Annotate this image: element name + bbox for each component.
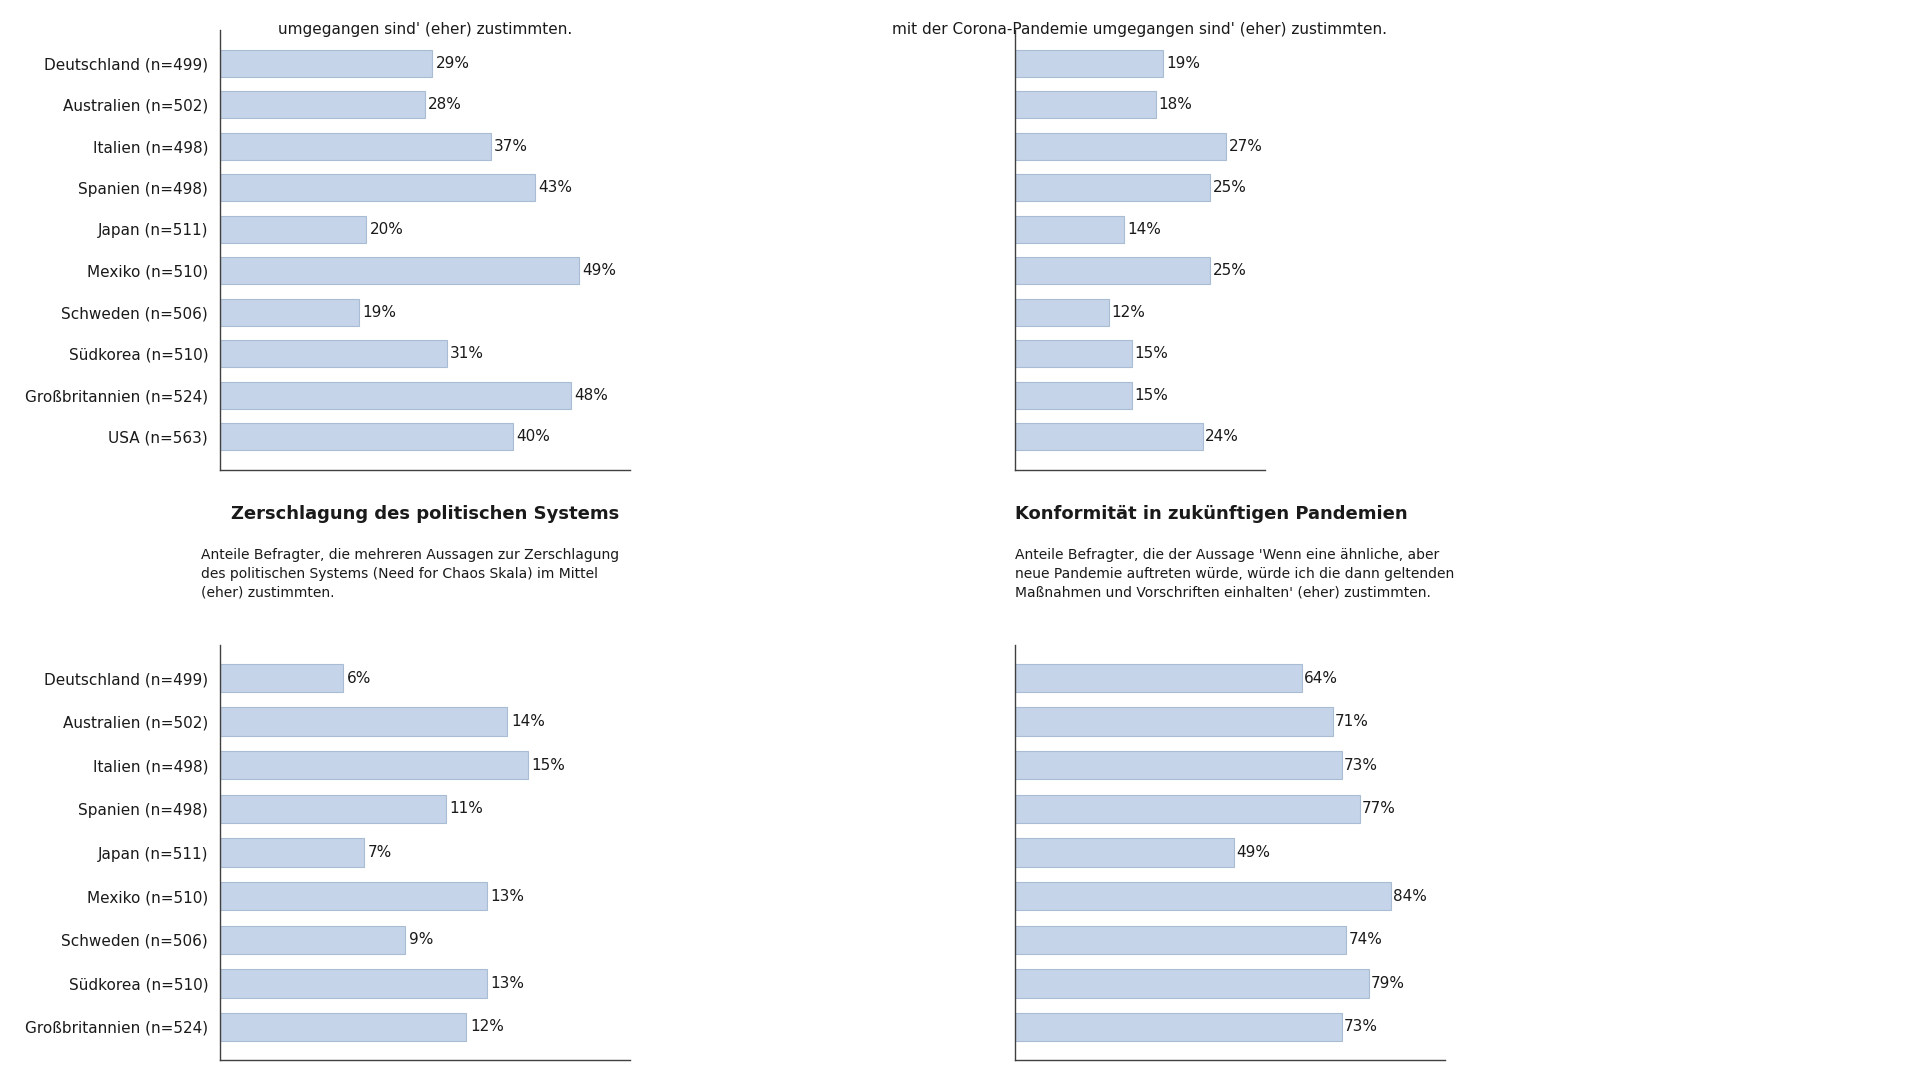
Text: 7%: 7% [367,845,392,860]
Bar [1016,133,1227,160]
Text: 6%: 6% [348,671,371,686]
Bar [221,882,486,910]
Bar [221,174,536,201]
Bar [221,926,405,954]
Text: Anteile Befragter, die der Aussage 'Wenn eine ähnliche, aber: Anteile Befragter, die der Aussage 'Wenn… [1016,548,1440,562]
Text: 40%: 40% [516,429,549,444]
Text: Maßnahmen und Vorschriften einhalten' (eher) zustimmten.: Maßnahmen und Vorschriften einhalten' (e… [1016,586,1430,600]
Text: 14%: 14% [511,714,545,729]
Text: Konformität in zukünftigen Pandemien: Konformität in zukünftigen Pandemien [1016,505,1407,523]
Bar [1016,707,1332,735]
Text: 79%: 79% [1371,976,1405,990]
Bar [1016,969,1369,998]
Text: 19%: 19% [363,305,396,320]
Bar [1016,423,1202,450]
Bar [1016,381,1133,408]
Text: mit der Corona-Pandemie umgegangen sind' (eher) zustimmten.: mit der Corona-Pandemie umgegangen sind'… [893,22,1388,37]
Bar [221,299,359,326]
Text: 28%: 28% [428,97,463,112]
Bar [1016,92,1156,119]
Text: neue Pandemie auftreten würde, würde ich die dann geltenden: neue Pandemie auftreten würde, würde ich… [1016,567,1453,581]
Text: 13%: 13% [492,889,524,904]
Text: 48%: 48% [574,388,609,403]
Text: 19%: 19% [1165,56,1200,71]
Text: 12%: 12% [470,1020,503,1035]
Bar [1016,795,1359,823]
Text: 49%: 49% [582,264,616,279]
Bar [1016,50,1164,77]
Text: 27%: 27% [1229,139,1261,153]
Text: 37%: 37% [493,139,528,153]
Text: 84%: 84% [1394,889,1427,904]
Text: 73%: 73% [1344,758,1379,773]
Text: 15%: 15% [1135,388,1169,403]
Text: 43%: 43% [538,180,572,195]
Text: 77%: 77% [1361,801,1396,816]
Bar [221,969,486,998]
Bar [1016,257,1210,284]
Bar [221,751,528,780]
Text: 71%: 71% [1334,714,1369,729]
Text: 31%: 31% [451,346,484,361]
Bar [221,795,445,823]
Text: 25%: 25% [1213,264,1246,279]
Bar [221,423,513,450]
Text: 20%: 20% [371,221,403,237]
Bar [221,50,432,77]
Bar [221,340,447,367]
Text: 14%: 14% [1127,221,1162,237]
Text: Anteile Befragter, die mehreren Aussagen zur Zerschlagung: Anteile Befragter, die mehreren Aussagen… [202,548,618,562]
Text: 64%: 64% [1304,671,1338,686]
Text: 29%: 29% [436,56,470,71]
Bar [1016,1013,1342,1041]
Bar [221,133,492,160]
Text: 73%: 73% [1344,1020,1379,1035]
Bar [221,1013,467,1041]
Bar [1016,838,1235,866]
Text: 24%: 24% [1206,429,1238,444]
Text: 13%: 13% [492,976,524,990]
Bar [1016,340,1133,367]
Bar [1016,882,1392,910]
Text: 49%: 49% [1236,845,1271,860]
Bar [221,707,507,735]
Bar [221,664,344,692]
Bar [221,381,572,408]
Bar [221,257,578,284]
Text: 15%: 15% [1135,346,1169,361]
Text: 11%: 11% [449,801,484,816]
Text: 9%: 9% [409,932,434,947]
Text: 25%: 25% [1213,180,1246,195]
Bar [1016,216,1125,243]
Text: 12%: 12% [1112,305,1144,320]
Text: 18%: 18% [1158,97,1192,112]
Bar [1016,926,1346,954]
Text: 74%: 74% [1348,932,1382,947]
Bar [1016,299,1108,326]
Bar [1016,664,1302,692]
Bar [221,216,367,243]
Text: Zerschlagung des politischen Systems: Zerschlagung des politischen Systems [230,505,618,523]
Bar [1016,174,1210,201]
Bar [221,92,424,119]
Bar [221,838,363,866]
Text: 15%: 15% [532,758,566,773]
Text: (eher) zustimmten.: (eher) zustimmten. [202,586,334,600]
Bar [1016,751,1342,780]
Text: umgegangen sind' (eher) zustimmten.: umgegangen sind' (eher) zustimmten. [278,22,572,37]
Text: des politischen Systems (Need for Chaos Skala) im Mittel: des politischen Systems (Need for Chaos … [202,567,597,581]
